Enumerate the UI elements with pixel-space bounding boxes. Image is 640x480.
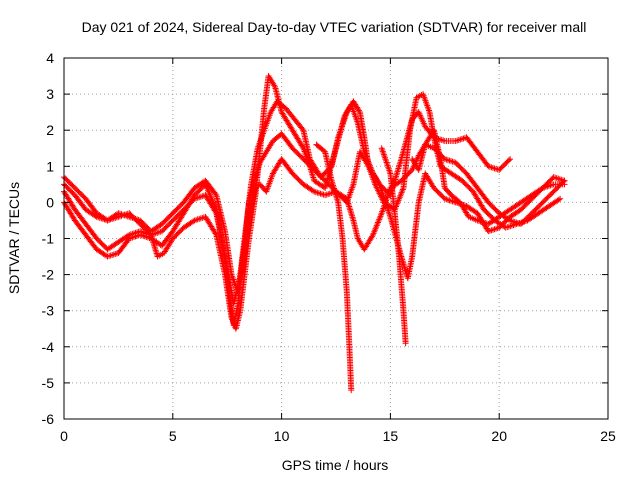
y-axis-label: SDTVAR / TECUs [6,182,22,294]
y-tick-label: -1 [42,231,55,247]
x-tick-label: 5 [169,428,177,444]
y-tick-label: 2 [46,122,54,138]
y-tick-label: -5 [42,375,55,391]
y-tick-label: -6 [42,411,55,427]
y-tick-label: 1 [46,158,54,174]
x-tick-label: 25 [600,428,616,444]
series-track-e [313,141,355,394]
y-tick-label: 4 [46,50,54,66]
x-tick-label: 10 [274,428,290,444]
x-tick-label: 0 [60,428,68,444]
y-tick-label: -3 [42,303,55,319]
x-tick-label: 15 [383,428,399,444]
y-tick-label: 0 [46,194,54,210]
x-axis-label: GPS time / hours [282,457,389,473]
x-tick-label: 20 [491,428,507,444]
series-track-g [409,127,568,228]
y-tick-label: -2 [42,267,55,283]
y-tick-label: -4 [42,339,55,355]
ticks-layer: 0 5 10 15 20 25 -6 -5 -4 -3 -2 -1 0 1 2 3 4 [42,50,616,444]
y-tick-label: 3 [46,86,54,102]
chart-title: Day 021 of 2024, Sidereal Day-to-day VTE… [82,19,587,35]
series-track-f [378,145,409,347]
